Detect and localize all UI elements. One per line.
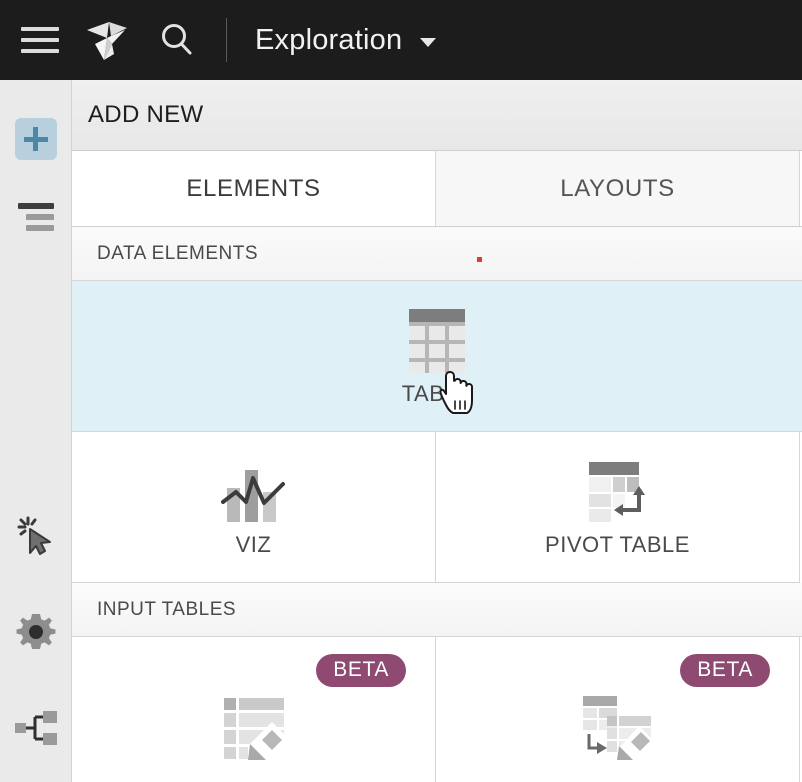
page-title: Exploration [255,23,403,56]
hamburger-menu-icon[interactable] [12,17,68,63]
sidebar-item-settings[interactable] [0,602,71,662]
org-tree-icon [14,711,57,745]
bar-line-chart-icon [219,456,289,524]
tab-layouts-label: LAYOUTS [560,174,675,202]
hamburger-line [21,49,59,53]
element-card-input-table[interactable]: BETA [72,637,436,782]
status-badge: BETA [316,654,406,687]
card-row: BETA [72,637,802,782]
element-card-input-pivot-table[interactable]: BETA [436,637,800,782]
tab-layouts[interactable]: LAYOUTS [436,151,800,226]
input-pivot-table-edit-icon [582,696,653,760]
add-new-panel: ADD NEW ELEMENTS LAYOUTS DATA ELEMENTS [72,80,802,782]
section-header-data-elements: DATA ELEMENTS [72,227,802,281]
sidebar-item-add-new[interactable] [0,107,71,171]
hamburger-line [21,38,59,42]
sidebar-item-interactions[interactable] [0,505,71,565]
top-header-bar: Exploration [0,0,802,80]
section-title: DATA ELEMENTS [97,242,258,264]
chevron-down-icon[interactable] [420,37,437,47]
header-divider [226,18,227,62]
page-selector-dropdown[interactable]: Exploration [255,23,437,56]
plus-icon [14,118,57,160]
hamburger-line [21,27,59,31]
panel-title: ADD NEW [88,101,204,128]
panel-header: ADD NEW [72,80,802,151]
pivot-table-icon [588,456,647,524]
card-row: TABLE [72,281,802,432]
gear-icon [16,614,56,649]
element-card-pivot-table-label: PIVOT TABLE [545,532,690,557]
section-header-input-tables: INPUT TABLES [72,583,802,637]
search-icon[interactable] [150,13,204,67]
notification-dot-icon [477,257,482,262]
element-card-table-label: TABLE [401,381,473,406]
element-card-viz[interactable]: VIZ [72,432,436,583]
sidebar-item-hierarchy[interactable] [0,698,71,758]
table-grid-icon [409,305,465,373]
element-card-viz-label: VIZ [235,532,272,557]
left-sidebar-rail [0,80,72,782]
origami-bird-logo[interactable] [78,12,136,68]
panel-tab-bar: ELEMENTS LAYOUTS [72,151,802,227]
section-title: INPUT TABLES [97,598,237,620]
element-card-table[interactable]: TABLE [72,281,802,432]
input-table-edit-icon [222,696,286,760]
element-card-pivot-table[interactable]: PIVOT TABLE [436,432,800,583]
sidebar-item-content-list[interactable] [0,192,71,242]
list-lines-icon [17,203,54,231]
tab-elements-label: ELEMENTS [186,174,321,202]
click-cursor-icon [17,516,51,555]
status-badge: BETA [680,654,770,687]
card-row: VIZ [72,432,802,583]
tab-elements[interactable]: ELEMENTS [72,151,436,226]
